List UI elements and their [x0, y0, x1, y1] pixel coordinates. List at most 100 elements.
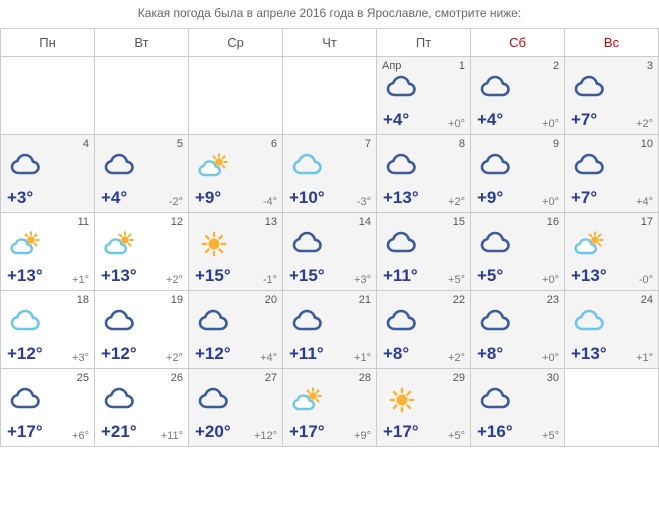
calendar-cell: 25+17°+6°: [1, 369, 95, 447]
temp-low: +2°: [448, 196, 465, 208]
weather-partly-sunny-icon: [103, 231, 137, 257]
temp-low: -1°: [263, 274, 277, 286]
weather-cloud-dark-icon: [103, 387, 137, 413]
day-number: 27: [265, 372, 277, 384]
day-number: 9: [553, 138, 559, 150]
calendar-cell: 28+17°+9°: [283, 369, 377, 447]
weather-partly-sunny-icon: [9, 231, 43, 257]
weather-cloud-light-icon: [9, 309, 43, 335]
temp-low: +12°: [254, 430, 277, 442]
temp-low: +2°: [166, 352, 183, 364]
temp-high: +7°: [571, 110, 597, 130]
temp-low: -4°: [263, 196, 277, 208]
temp-low: +2°: [166, 274, 183, 286]
temp-high: +13°: [101, 266, 137, 286]
weather-cloud-light-icon: [291, 153, 325, 179]
temp-high: +15°: [289, 266, 325, 286]
calendar-cell: 11+13°+1°: [1, 213, 95, 291]
weather-cloud-dark-icon: [573, 75, 607, 101]
weekday-header: Пн: [1, 29, 95, 57]
weekday-header: Сб: [471, 29, 565, 57]
calendar-cell: 23 +8° +0°: [471, 291, 565, 369]
weather-cloud-dark-icon: [9, 153, 43, 179]
temp-high: +13°: [571, 344, 607, 364]
calendar-cell: 29+17°+5°: [377, 369, 471, 447]
calendar-cell: 19+12°+2°: [95, 291, 189, 369]
temp-high: +12°: [7, 344, 43, 364]
weather-cloud-dark-icon: [385, 231, 419, 257]
calendar-cell: 14+15°+3°: [283, 213, 377, 291]
calendar-cell: 17+13°-0°: [565, 213, 659, 291]
calendar-cell: 9+9°+0°: [471, 135, 565, 213]
weather-sun-icon: [385, 387, 419, 413]
calendar-cell: [565, 369, 659, 447]
temp-high: +9°: [195, 188, 221, 208]
calendar-cell: 7+10°-3°: [283, 135, 377, 213]
temp-low: +9°: [354, 430, 371, 442]
temp-low: +3°: [72, 352, 89, 364]
day-number: 1: [459, 60, 465, 72]
month-label: Апр: [382, 60, 401, 72]
temp-high: +21°: [101, 422, 137, 442]
temp-high: +9°: [477, 188, 503, 208]
calendar-cell: 16+5°+0°: [471, 213, 565, 291]
weather-cloud-dark-icon: [479, 309, 513, 335]
temp-low: +4°: [636, 196, 653, 208]
temp-low: +4°: [260, 352, 277, 364]
day-number: 4: [83, 138, 89, 150]
weather-cloud-dark-icon: [479, 231, 513, 257]
day-number: 21: [359, 294, 371, 306]
weather-cloud-dark-icon: [9, 387, 43, 413]
calendar-cell: [283, 57, 377, 135]
calendar-cell: 24+13°+1°: [565, 291, 659, 369]
weather-cloud-dark-icon: [479, 153, 513, 179]
day-number: 12: [171, 216, 183, 228]
day-number: 6: [271, 138, 277, 150]
temp-low: +0°: [542, 352, 559, 364]
weather-cloud-dark-icon: [197, 387, 231, 413]
weather-cloud-dark-icon: [291, 231, 325, 257]
day-number: 7: [365, 138, 371, 150]
day-number: 17: [641, 216, 653, 228]
calendar-cell: 26+21°+11°: [95, 369, 189, 447]
calendar-cell: 30+16°+5°: [471, 369, 565, 447]
weekday-header: Пт: [377, 29, 471, 57]
weekday-header: Вт: [95, 29, 189, 57]
calendar-cell: 27+20°+12°: [189, 369, 283, 447]
temp-low: +1°: [636, 352, 653, 364]
temp-low: +2°: [448, 352, 465, 364]
weather-cloud-dark-icon: [479, 387, 513, 413]
weather-cloud-dark-icon: [103, 309, 137, 335]
calendar-cell: [1, 57, 95, 135]
temp-low: +1°: [354, 352, 371, 364]
temp-high: +4°: [101, 188, 127, 208]
day-number: 23: [547, 294, 559, 306]
calendar-cell: [95, 57, 189, 135]
calendar-cell: 10 +7° +4°: [565, 135, 659, 213]
day-number: 11: [78, 216, 89, 228]
day-number: 18: [77, 294, 89, 306]
temp-low: +6°: [72, 430, 89, 442]
weekday-header: Ср: [189, 29, 283, 57]
temp-high: +4°: [477, 110, 503, 130]
weather-cloud-dark-icon: [573, 153, 607, 179]
temp-low: +0°: [542, 118, 559, 130]
calendar-cell: [189, 57, 283, 135]
temp-high: +17°: [7, 422, 43, 442]
day-number: 10: [641, 138, 653, 150]
temp-low: +2°: [636, 118, 653, 130]
temp-low: -3°: [357, 196, 371, 208]
calendar-cell: 5+4°-2°: [95, 135, 189, 213]
calendar-cell: 3+7°+2°: [565, 57, 659, 135]
temp-high: +7°: [571, 188, 597, 208]
day-number: 20: [265, 294, 277, 306]
weather-partly-sunny-icon: [197, 153, 231, 179]
weather-partly-sunny-icon: [291, 387, 325, 413]
calendar-cell: 13+15°-1°: [189, 213, 283, 291]
temp-low: +0°: [448, 118, 465, 130]
temp-high: +17°: [383, 422, 419, 442]
calendar-cell: 6 +9° -4°: [189, 135, 283, 213]
page-caption: Какая погода была в апреле 2016 года в Я…: [0, 0, 659, 28]
temp-high: +13°: [571, 266, 607, 286]
temp-high: +8°: [477, 344, 503, 364]
